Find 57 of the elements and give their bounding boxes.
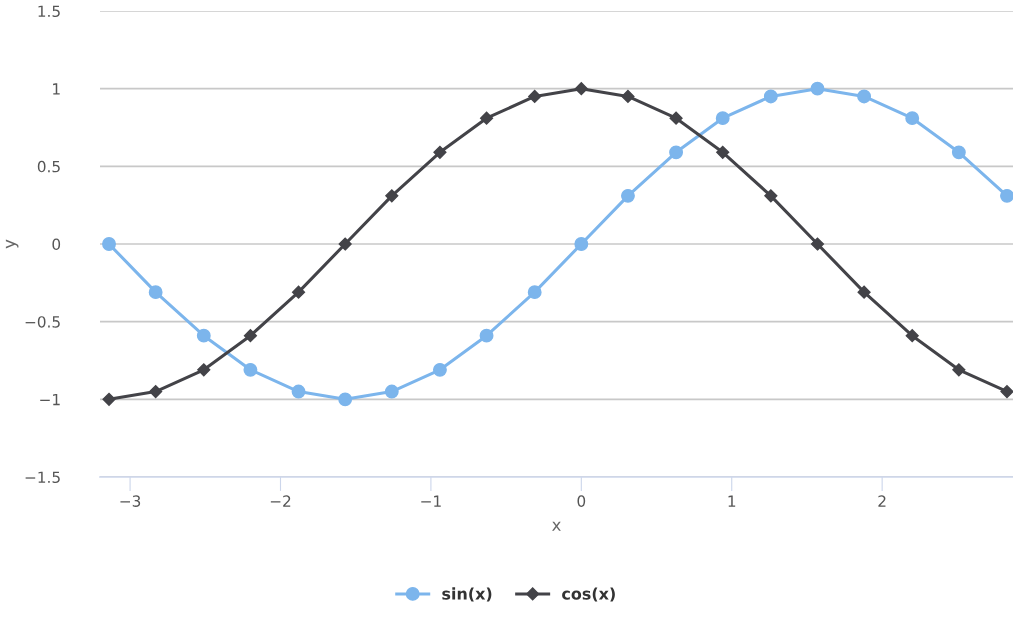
point [574,82,588,96]
y-tick-label: −1.5 [25,471,60,484]
point [764,189,778,203]
point [621,89,635,104]
point [432,362,447,377]
y-tick-label: 1 [53,83,60,95]
x-tick-label: −3 [120,495,141,507]
point [669,145,684,160]
x-axis-title: x [552,521,561,531]
point [196,328,211,343]
point [243,362,258,377]
point [810,81,825,96]
point [715,111,730,126]
y-tick-label: 0 [52,238,61,251]
point [857,285,871,299]
point [716,145,730,159]
x-tick-label: 0 [577,495,586,507]
point [291,384,306,399]
point [1000,188,1013,203]
x-tick-label: −2 [270,495,291,507]
x-tick-label: −1 [421,495,441,507]
point [149,384,163,399]
point [384,384,399,399]
point [243,329,258,343]
y-tick-label: 0.5 [37,160,60,173]
point [385,189,399,203]
point [338,237,352,251]
point [621,188,635,203]
point [528,89,542,104]
legend-label: sin(x) [442,587,492,602]
point [527,285,542,300]
x-tick-label: 1 [728,495,736,507]
y-tick-label: −1 [40,394,60,406]
point [574,237,589,251]
point [338,392,353,407]
point [291,285,306,299]
x-tick-label: 2 [878,495,886,507]
y-tick-label: 1.5 [38,5,60,18]
legend-label: cos(x) [562,587,615,602]
y-tick-label: −0.5 [25,316,60,328]
point [905,111,920,126]
y-axis-title: y [5,239,19,249]
point [433,145,447,159]
point [102,392,116,406]
point [857,89,872,104]
point [197,363,211,377]
point [669,111,683,125]
point [148,285,163,300]
point [952,363,966,377]
point [763,89,778,104]
point [479,111,494,125]
point [1000,384,1013,399]
point [810,237,825,251]
point [905,329,919,343]
point [951,145,966,160]
point [479,328,494,343]
point [102,237,116,251]
